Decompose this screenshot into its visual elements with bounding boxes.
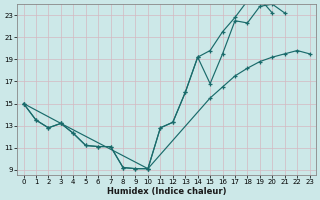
X-axis label: Humidex (Indice chaleur): Humidex (Indice chaleur) (107, 187, 226, 196)
